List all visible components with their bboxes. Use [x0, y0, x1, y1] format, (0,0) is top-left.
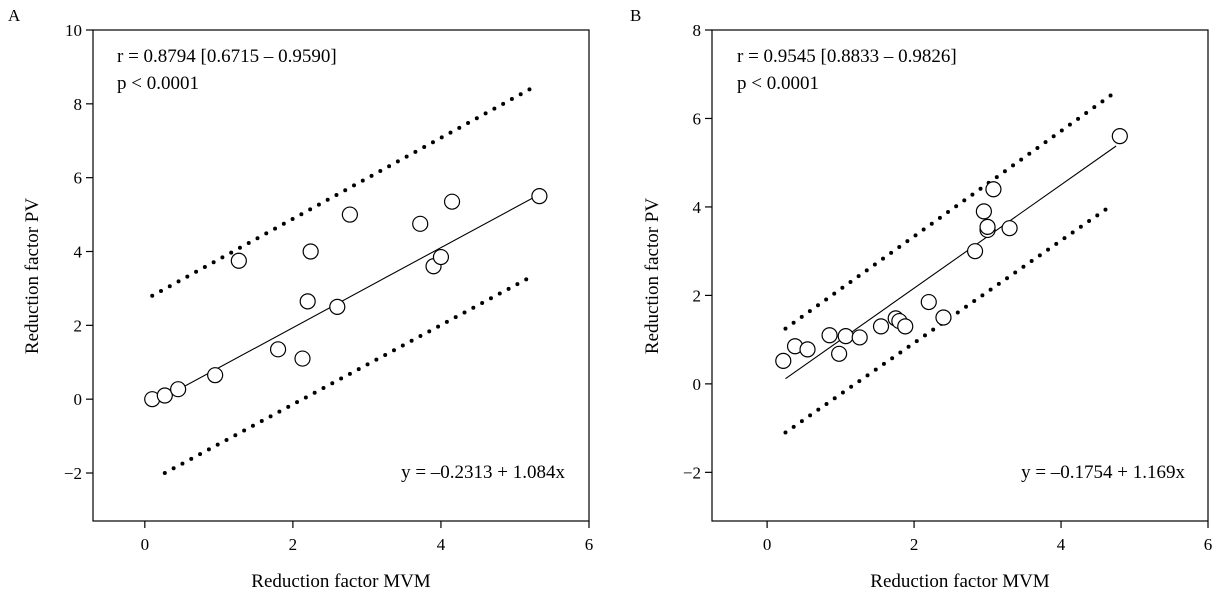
panel-b-data-point: [985, 181, 1002, 198]
panel-b-y-tick-label: 6: [693, 109, 702, 128]
panel-a-y-tick-label: 6: [74, 169, 83, 188]
panel-b-data-point: [837, 328, 854, 345]
panel-a-data-point: [230, 252, 247, 269]
panel-b-x-tick-label: 2: [910, 535, 919, 554]
panel-b-data-point: [851, 329, 868, 346]
panel-b-y-tick-label: 0: [693, 375, 702, 394]
panel-b-data-point: [872, 318, 890, 335]
panel-b: B 0 2 4 6 −2 0 2 4 6 8 r = 0.9545 [0.8833 – 0.98…: [630, 6, 1212, 592]
panel-b-upper-prediction-band: [783, 92, 1115, 331]
panel-a: A 0 2 4 6 −2 0 2 4 6 8 10 r = 0.8794 [0.6715 – 0.…: [8, 6, 593, 592]
panel-a-y-tick-label: 0: [74, 390, 83, 409]
panel-a-lower-prediction-band: [162, 273, 536, 476]
panel-b-p-annotation: p < 0.0001: [737, 73, 819, 94]
panel-b-data-point: [1111, 128, 1128, 145]
panel-a-data-point: [432, 248, 450, 266]
panel-b-letter: B: [630, 6, 641, 25]
panel-a-data-point: [294, 350, 311, 367]
panel-a-x-tick-label: 4: [437, 535, 446, 554]
panel-b-y-tick-label: 8: [693, 21, 702, 40]
panel-b-data-point: [920, 293, 937, 311]
panel-a-r-annotation: r = 0.8794 [0.6715 – 0.9590]: [117, 46, 337, 67]
panel-b-x-axis-label: Reduction factor MVM: [870, 571, 1050, 592]
panel-a-y-tick-label: 10: [65, 21, 82, 40]
panel-b-regression-line: [785, 145, 1117, 380]
panel-a-data-point: [170, 381, 187, 398]
panel-a-data-point: [329, 298, 346, 315]
panel-a-p-annotation: p < 0.0001: [117, 73, 199, 94]
panel-b-frame: [711, 29, 1209, 522]
panel-b-data-point: [775, 352, 792, 369]
panel-a-data-point: [156, 387, 173, 404]
panel-a-y-tick-label: 4: [74, 243, 83, 262]
panel-a-upper-prediction-band: [150, 85, 536, 298]
panel-a-data-point: [443, 193, 461, 210]
panel-b-r-annotation: r = 0.9545 [0.8833 – 0.9826]: [737, 46, 957, 67]
panel-a-y-tick-label: 2: [74, 316, 83, 335]
panel-a-data-point: [269, 341, 287, 358]
panel-a-x-axis-label: Reduction factor MVM: [251, 571, 431, 592]
panel-b-data-point: [975, 203, 992, 220]
panel-a-frame: [92, 29, 590, 522]
panel-a-y-axis-label: Reduction factor PV: [22, 198, 43, 354]
panel-b-y-tick-label: −2: [683, 463, 701, 482]
panel-b-data-point: [799, 341, 816, 358]
panel-a-x-tick-label: 2: [289, 535, 298, 554]
panel-b-x-tick-label: 4: [1057, 535, 1066, 554]
panel-a-data-point: [341, 206, 358, 223]
panel-b-x-tick-label: 6: [1204, 535, 1213, 554]
panel-a-x-tick-label: 6: [585, 535, 594, 554]
panel-a-letter: A: [8, 6, 21, 25]
panel-a-data-point: [302, 243, 319, 260]
panel-b-equation: y = –0.1754 + 1.169x: [1021, 462, 1185, 483]
panel-a-data-point: [531, 188, 548, 205]
panel-b-y-tick-label: 4: [693, 198, 702, 217]
panel-a-data-point: [207, 367, 224, 384]
panel-a-data-point: [412, 215, 429, 232]
panel-b-data-point: [1001, 220, 1018, 237]
panel-b-x-tick-label: 0: [763, 535, 772, 554]
panel-b-data-point: [966, 243, 984, 260]
panel-b-data-point: [821, 327, 838, 344]
panel-a-x-tick-label: 0: [141, 535, 150, 554]
panel-a-data-point: [299, 293, 316, 310]
panel-b-y-tick-label: 2: [693, 286, 702, 305]
panel-b-data-point: [935, 309, 952, 326]
panel-b-y-axis-label: Reduction factor PV: [642, 198, 663, 354]
panel-b-data-point: [831, 345, 848, 362]
panel-b-data-point: [979, 218, 996, 235]
panel-a-equation: y = –0.2313 + 1.084x: [401, 462, 565, 483]
panel-b-data-point: [897, 318, 914, 335]
panel-a-y-tick-label: −2: [64, 464, 82, 483]
panel-a-y-tick-label: 8: [74, 95, 83, 114]
